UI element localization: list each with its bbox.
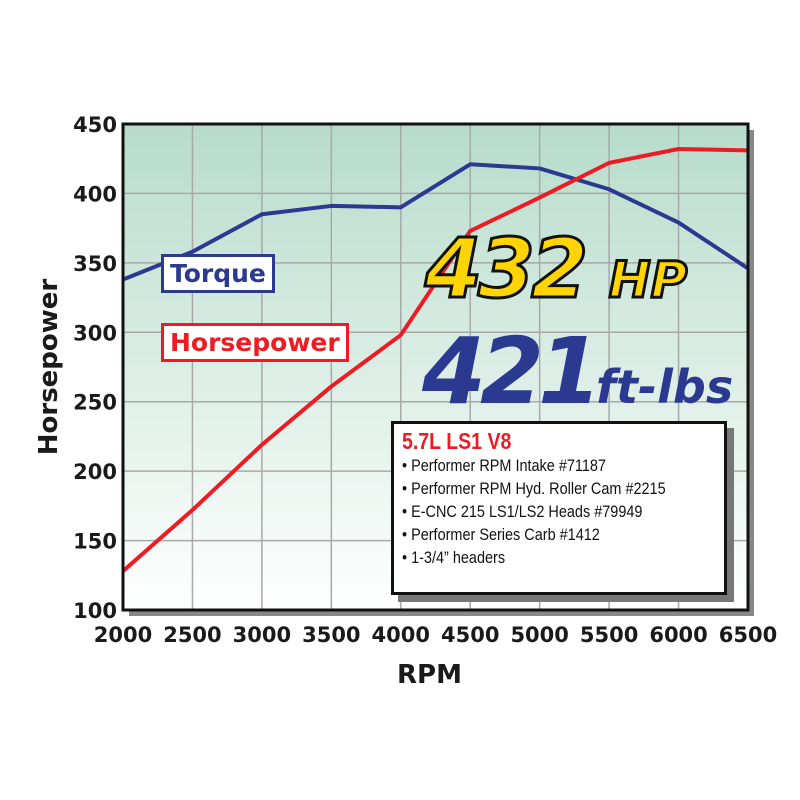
spec-box: 5.7L LS1 V8 • Performer RPM Intake #7118… [391,421,727,595]
x-tick-label: 3000 [233,623,291,647]
spec-item: • Performer RPM Hyd. Roller Cam #2215 [402,479,666,498]
x-tick-label: 3500 [302,623,360,647]
peak-torque-unit: ft-lbs [596,360,734,414]
peak-hp-unit: HP [607,250,688,311]
series-line-horsepower [121,146,749,573]
y-tick-label: 450 [73,113,117,137]
peak-torque-value: 421 [422,318,602,425]
spec-item: • Performer RPM Intake #71187 [402,456,606,475]
series-line-torque [122,162,750,282]
spec-item: • Performer Series Carb #1412 [402,525,600,544]
y-tick-label: 400 [73,182,117,206]
plot-frame [121,122,750,612]
x-tick-label: 2000 [94,623,152,647]
spec-item: • 1-3/4” headers [402,548,506,567]
peak-torque-callout: 421ft-lbs [422,318,733,425]
legend-horsepower: Horsepower [161,323,349,362]
y-tick-label: 350 [73,252,117,276]
x-tick-label: 2500 [163,623,221,647]
y-axis-label: Horsepower [34,279,64,456]
peak-hp-value: 432 [423,221,589,319]
x-tick-label: 6500 [719,623,777,647]
x-tick-label: 4000 [372,623,430,647]
y-tick-label: 100 [73,599,117,623]
peak-hp-callout: 432 HP [423,221,688,319]
x-tick-label: 5000 [510,623,568,647]
x-tick-label: 6000 [649,623,707,647]
x-tick-label: 5500 [580,623,638,647]
legend-torque: Torque [161,254,275,293]
x-axis-label: RPM [397,660,462,690]
y-tick-label: 200 [73,460,117,484]
y-tick-label: 150 [73,530,117,554]
y-tick-label: 250 [73,391,117,415]
spec-title: 5.7L LS1 V8 [402,428,512,454]
x-tick-label: 4500 [441,623,499,647]
spec-item: • E-CNC 215 LS1/LS2 Heads #79949 [402,502,643,521]
y-tick-label: 300 [73,321,117,345]
